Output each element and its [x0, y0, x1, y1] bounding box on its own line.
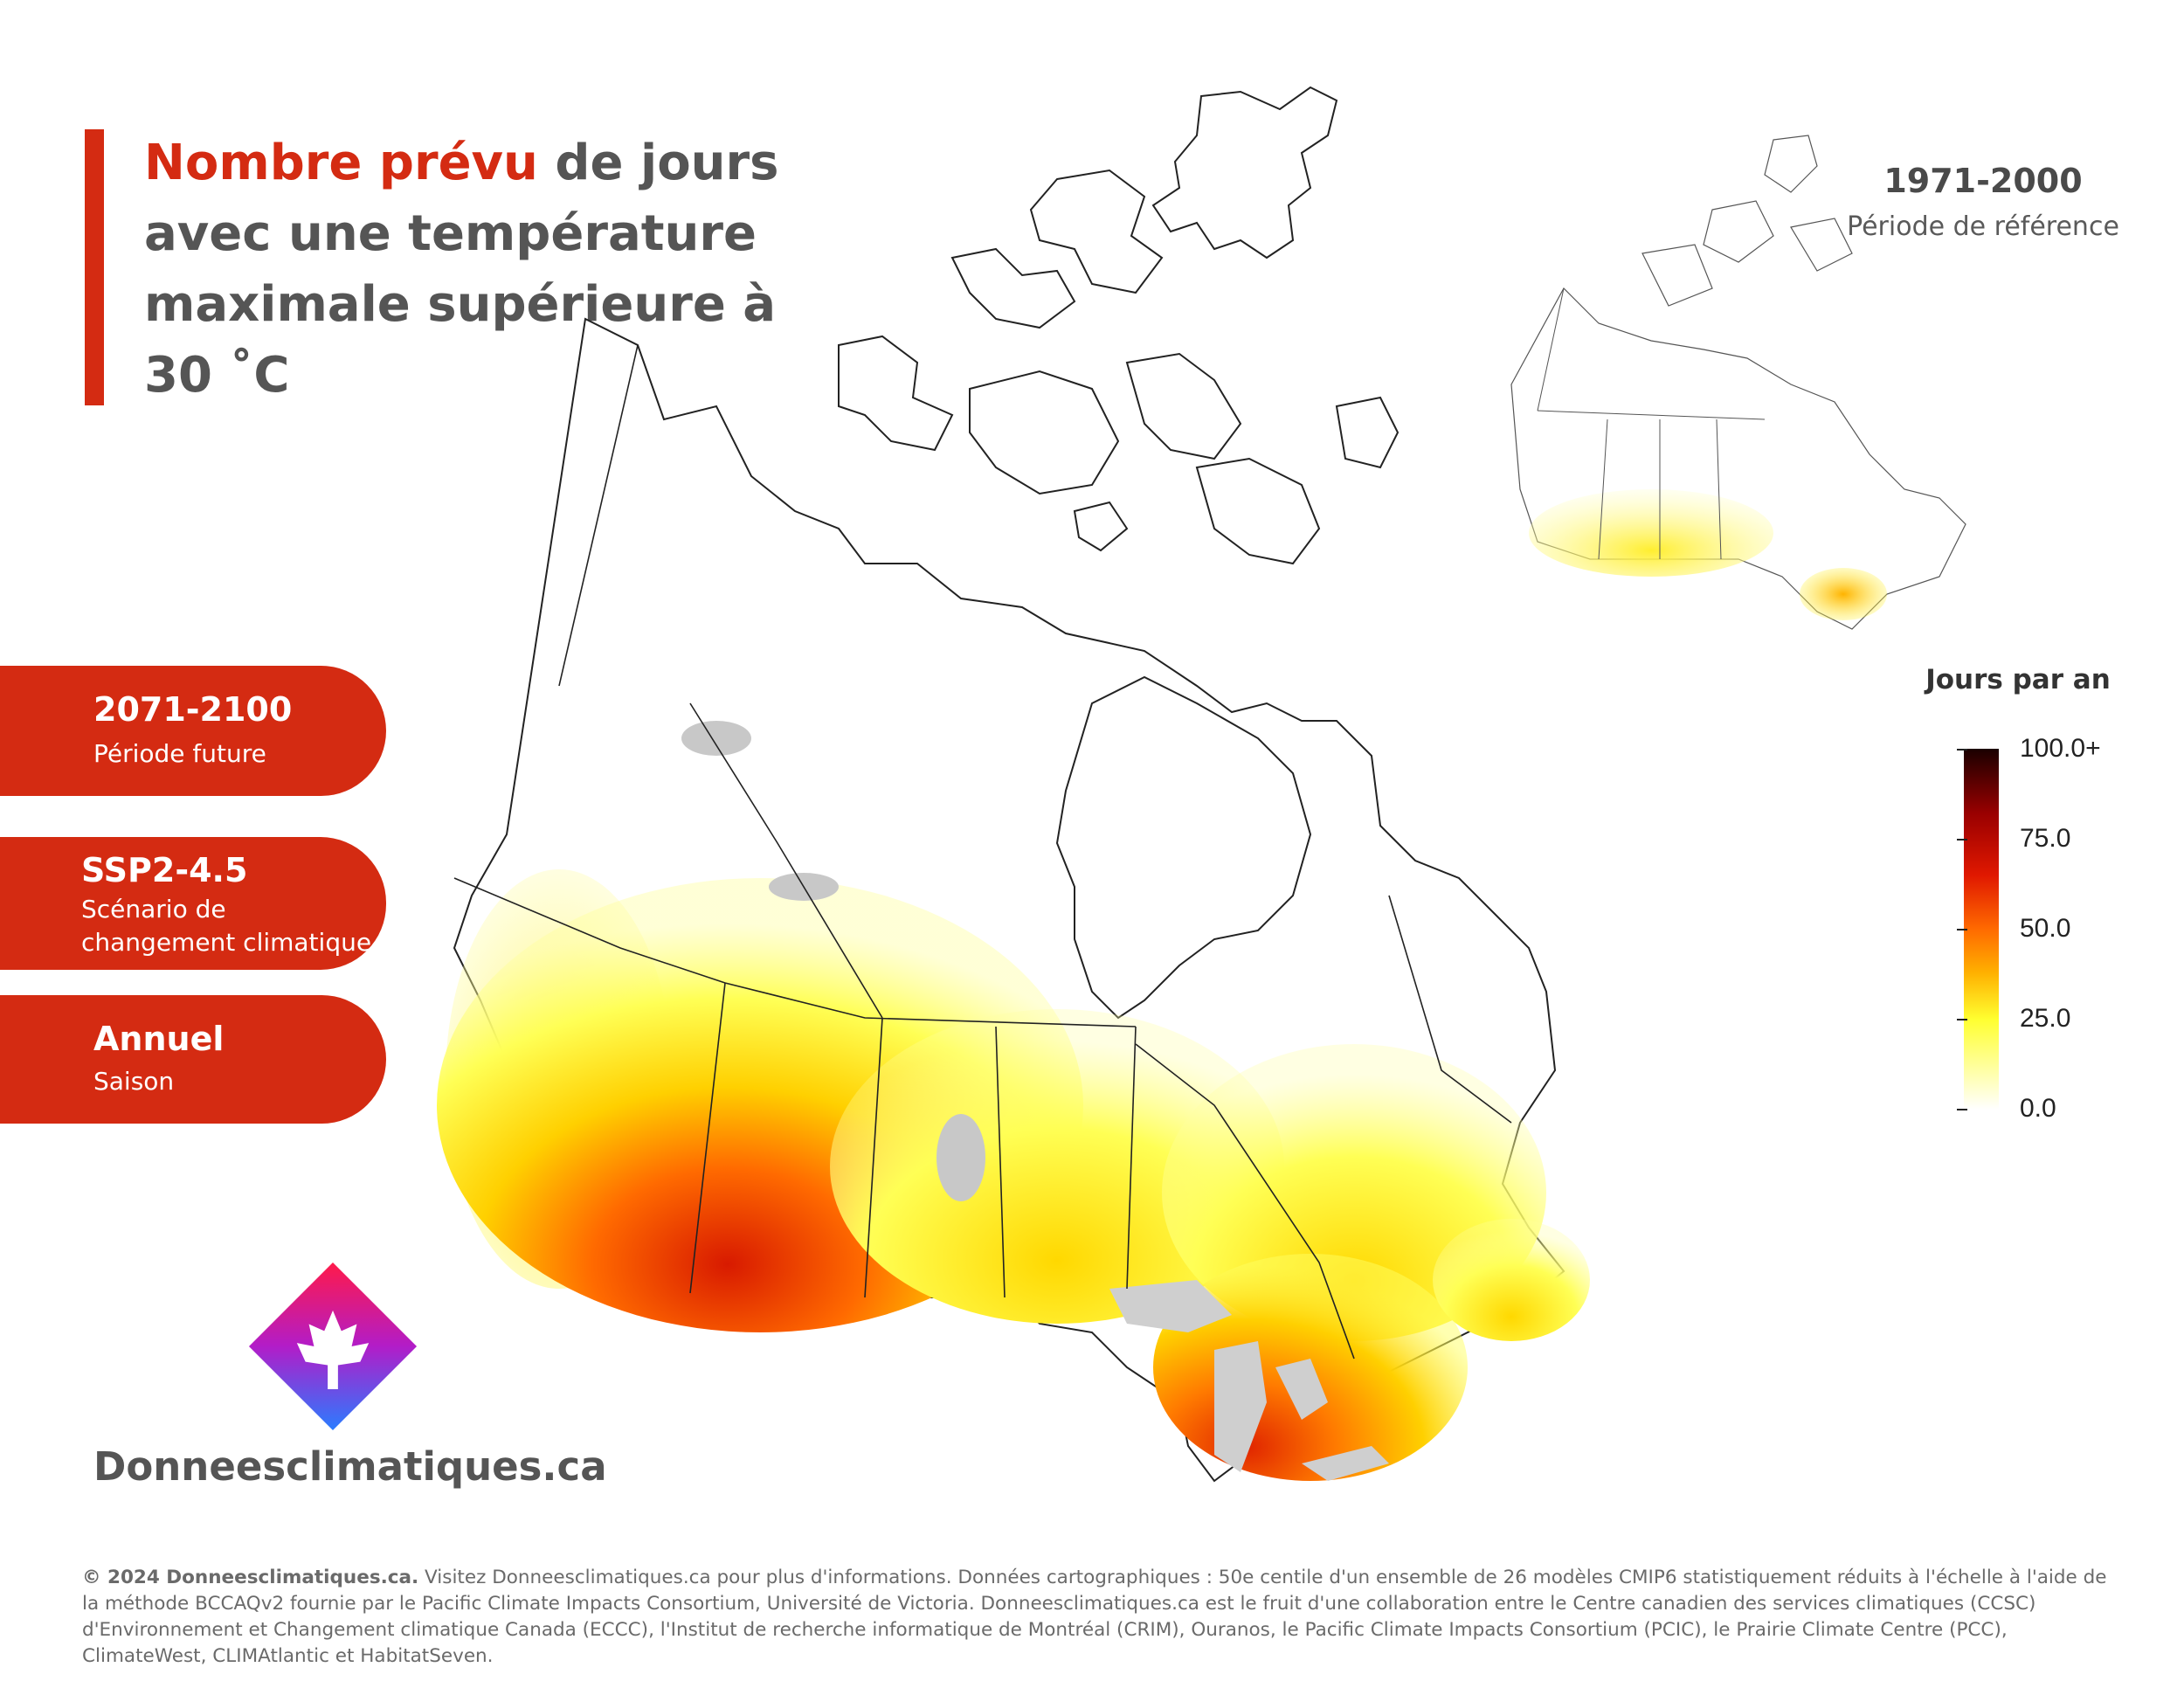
northern-lakes: [681, 721, 985, 1201]
legend-tick-label: 25.0: [2020, 1004, 2071, 1033]
heat-maritimes: [1433, 1219, 1590, 1341]
period-value: 2071-2100: [93, 690, 293, 729]
arctic-islands: [838, 86, 1400, 565]
inset-borders: [1537, 287, 1766, 560]
reference-period-label: Période de référence: [1847, 211, 2119, 242]
legend-tick: [1957, 749, 1967, 751]
inset-arctic: [1641, 135, 1853, 307]
reference-period-years: 1971-2000: [1883, 162, 2083, 200]
great-lakes: [1109, 1280, 1389, 1481]
brand-name: Donneesclimatiques.ca: [93, 1443, 607, 1490]
maple-leaf-logo: [248, 1262, 418, 1431]
title-rest: de jours avec une température maximale s…: [144, 135, 779, 404]
page-title: Nombre prévu de jours avec une températu…: [144, 128, 808, 411]
hudson-bay: [1055, 675, 1312, 1020]
legend-tick-label: 50.0: [2020, 914, 2071, 943]
footer-credits: © 2024 Donneesclimatiques.ca. Visitez Do…: [82, 1565, 2118, 1670]
inset-mainland: [1510, 287, 1966, 630]
period-panel: 2071-2100 Période future: [0, 666, 386, 796]
legend-tick-label: 0.0: [2020, 1094, 2056, 1123]
footer-text: Visitez Donneesclimatiques.ca pour plus …: [82, 1567, 2107, 1667]
season-label: Saison: [93, 1067, 175, 1096]
inset-heat-prairies: [1529, 489, 1773, 577]
heat-northern-ontario: [830, 1009, 1284, 1324]
legend-tick-label: 100.0+: [2020, 734, 2101, 763]
scenario-label: Scénario de changement climatique moyenn…: [81, 895, 372, 990]
scenario-panel: SSP2-4.5 Scénario de changement climatiq…: [0, 837, 386, 990]
title-highlight: Nombre prévu: [144, 135, 538, 191]
legend-tick: [1957, 929, 1967, 930]
season-panel: Annuel Saison: [0, 995, 386, 1124]
inset-heat-ontario: [1800, 568, 1887, 620]
title-accent-bar: [85, 129, 104, 405]
legend-tick: [1957, 1109, 1967, 1110]
season-value: Annuel: [93, 1020, 225, 1058]
legend-colorbar: [1964, 749, 1999, 1110]
period-label: Période future: [93, 739, 266, 768]
legend-tick: [1957, 1019, 1967, 1020]
canada-heat-map: [437, 86, 1590, 1483]
footer-copyright: © 2024 Donneesclimatiques.ca.: [82, 1567, 419, 1588]
province-borders: [453, 344, 1512, 1359]
reference-inset-map: [1510, 135, 1966, 630]
legend-tick-label: 75.0: [2020, 824, 2071, 853]
scenario-value: SSP2-4.5: [81, 851, 248, 889]
legend-title: Jours par an: [1925, 664, 2111, 695]
legend-tick: [1957, 839, 1967, 841]
